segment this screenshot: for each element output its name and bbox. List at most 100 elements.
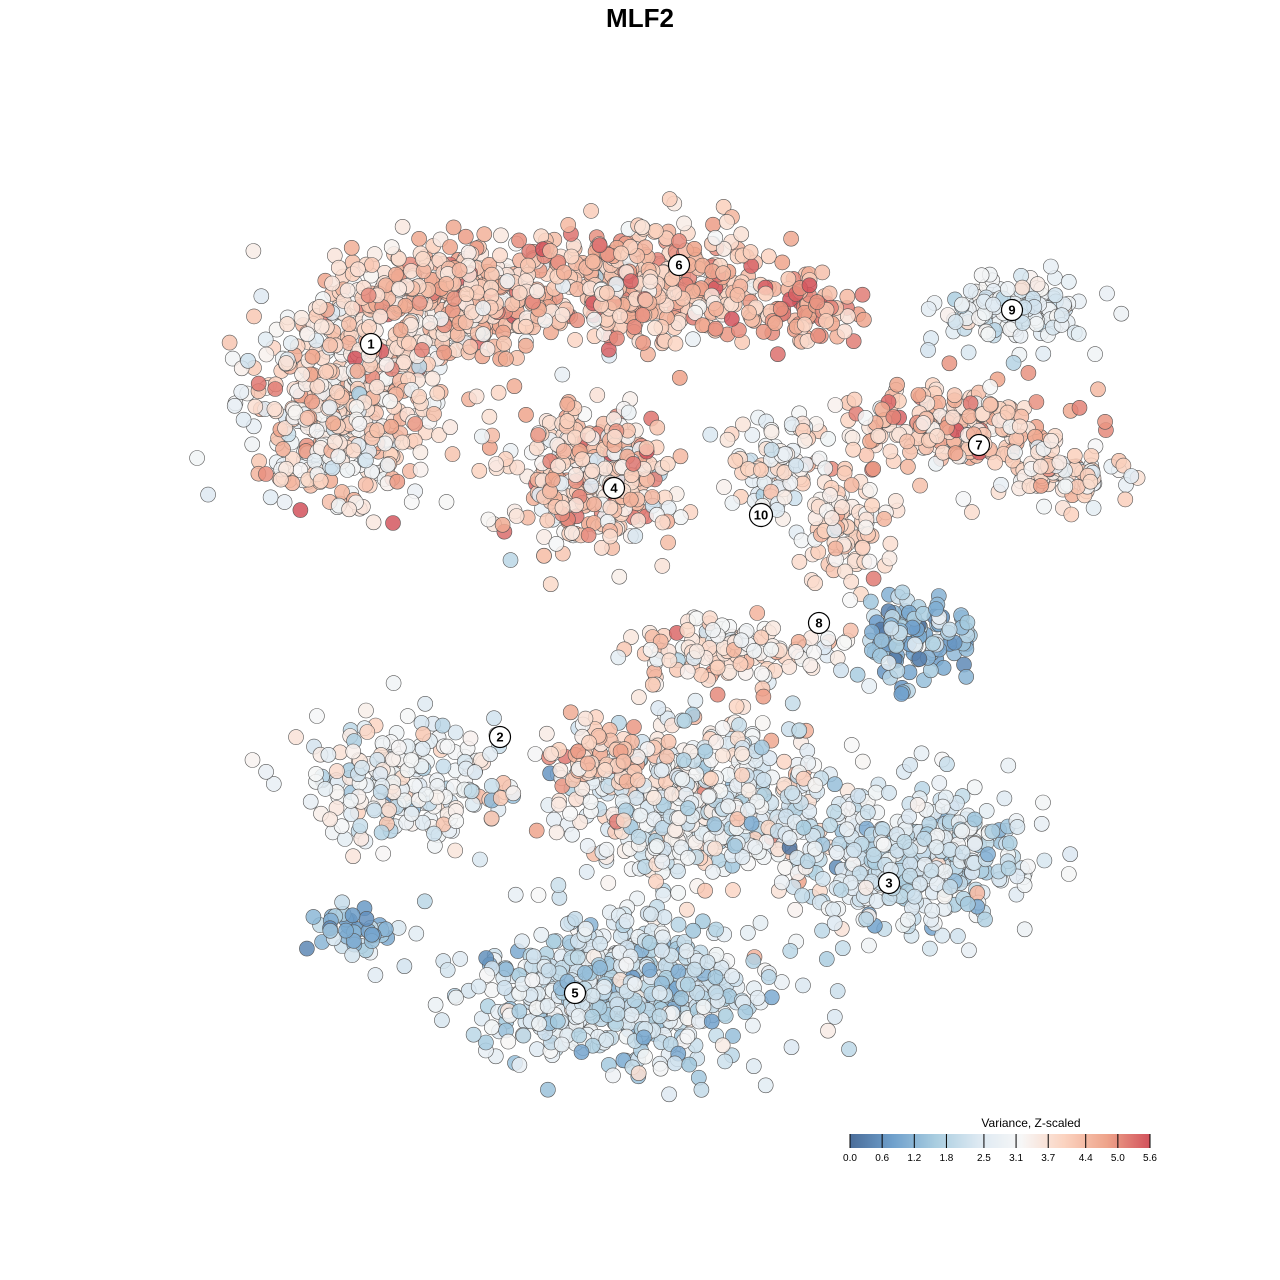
- cell-point: [613, 245, 629, 262]
- cell-point: [448, 813, 465, 830]
- cell-point: [685, 922, 702, 939]
- cell-point: [511, 1003, 528, 1020]
- cell-point: [390, 250, 407, 267]
- cell-point: [642, 273, 659, 290]
- cell-point: [767, 315, 784, 332]
- color-legend: Variance, Z-scaled 0.0 0.6 1.2 1.8 2.5 3.1 3.7…: [843, 1116, 1157, 1164]
- cell-point: [569, 949, 586, 966]
- cell-point: [246, 308, 262, 325]
- cell-point: [672, 509, 689, 526]
- cell-point: [631, 689, 647, 706]
- cell-point: [344, 947, 361, 963]
- cell-point: [322, 811, 338, 828]
- cell-point: [470, 978, 487, 995]
- cell-point: [923, 862, 940, 879]
- cell-point: [490, 384, 507, 401]
- cell-point: [906, 636, 923, 653]
- cell-point: [494, 516, 511, 533]
- cell-point: [854, 286, 871, 303]
- cell-point: [611, 568, 628, 585]
- cell-point: [629, 772, 646, 789]
- cell-point: [447, 842, 464, 859]
- cell-point: [984, 823, 1001, 840]
- cluster-number: 5: [571, 986, 578, 1001]
- cell-point: [858, 879, 874, 896]
- cell-point: [606, 429, 623, 445]
- cell-point: [359, 724, 376, 740]
- cell-point: [755, 772, 772, 788]
- cluster-number: 4: [610, 481, 618, 496]
- cell-point: [857, 409, 874, 426]
- cell-point: [1005, 355, 1022, 371]
- cell-point: [823, 510, 840, 527]
- cluster-number: 2: [496, 730, 503, 745]
- cell-point: [686, 961, 703, 978]
- cell-point: [760, 248, 777, 265]
- cell-point: [418, 786, 434, 803]
- cell-point: [424, 370, 441, 387]
- cell-point: [1082, 473, 1099, 490]
- cell-point: [439, 738, 456, 755]
- cell-point: [959, 896, 976, 912]
- cell-point: [293, 310, 310, 326]
- cell-point: [787, 901, 804, 918]
- cell-point: [667, 335, 684, 352]
- cell-point: [626, 319, 643, 335]
- cell-point: [391, 280, 407, 297]
- cell-point: [818, 313, 834, 329]
- cell-point: [360, 287, 377, 304]
- cell-point: [573, 1044, 590, 1060]
- cell-point: [493, 227, 509, 244]
- cell-point: [277, 420, 293, 437]
- cell-point: [731, 322, 747, 338]
- cell-point: [233, 384, 250, 400]
- cell-point: [386, 304, 403, 321]
- cell-point: [1083, 448, 1100, 464]
- cell-point: [910, 387, 927, 403]
- cell-point: [807, 575, 823, 592]
- cell-point: [221, 334, 238, 351]
- cell-point: [744, 1017, 761, 1034]
- cell-point: [707, 320, 724, 337]
- cell-point: [338, 922, 354, 939]
- cell-point: [250, 375, 267, 392]
- cell-point: [820, 1022, 836, 1039]
- cell-point: [577, 710, 594, 727]
- cell-point: [505, 785, 522, 802]
- cell-point: [649, 419, 666, 436]
- cell-point: [725, 882, 741, 898]
- cell-point: [479, 341, 496, 357]
- cell-point: [417, 695, 434, 712]
- cell-point: [556, 264, 572, 281]
- cell-point: [708, 301, 724, 317]
- cell-point: [899, 433, 915, 450]
- cell-point: [806, 840, 823, 857]
- cell-point: [597, 762, 614, 778]
- cell-point: [931, 775, 948, 791]
- cell-point: [999, 281, 1016, 297]
- cell-point: [1011, 418, 1028, 435]
- cell-point: [556, 443, 572, 459]
- cell-point: [896, 833, 913, 850]
- cell-point: [518, 318, 534, 335]
- cell-point: [784, 785, 800, 801]
- cell-point: [784, 695, 801, 712]
- cell-point: [911, 651, 928, 667]
- cell-point: [980, 326, 997, 343]
- cell-point: [511, 285, 528, 301]
- cell-point: [626, 976, 643, 993]
- cell-point: [928, 601, 944, 617]
- cell-point: [392, 322, 409, 338]
- cell-point: [496, 980, 513, 996]
- cell-point: [382, 393, 398, 410]
- cell-point: [411, 295, 428, 311]
- cell-point: [457, 228, 474, 245]
- cell-point: [276, 494, 293, 510]
- cell-point: [818, 951, 835, 967]
- cell-point: [381, 801, 397, 818]
- cell-point: [740, 802, 756, 818]
- cell-point: [783, 1039, 800, 1055]
- cell-point: [612, 308, 628, 324]
- cell-point: [568, 497, 584, 514]
- cell-point: [467, 764, 483, 781]
